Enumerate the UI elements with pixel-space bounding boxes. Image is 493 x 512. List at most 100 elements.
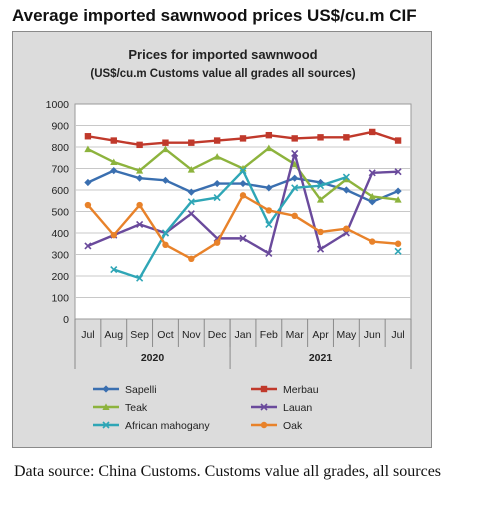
data-point-merbau — [394, 137, 402, 144]
data-point-african-mahogany — [161, 229, 170, 237]
data-point-oak — [162, 241, 169, 249]
data-point-african-mahogany — [239, 167, 247, 175]
data-point-teak — [161, 145, 170, 153]
legend-item-african-mahogany: African mahogany — [93, 420, 210, 432]
data-point-sapelli — [239, 179, 247, 188]
data-point-teak — [316, 196, 325, 203]
data-point-merbau — [369, 128, 376, 136]
data-point-sapelli — [342, 186, 350, 194]
data-point-lauan — [368, 169, 376, 177]
data-point-teak — [368, 192, 376, 200]
data-point-oak — [110, 231, 117, 239]
data-point-sapelli — [110, 167, 118, 175]
data-point-sapelli — [394, 187, 402, 195]
data-point-sapelli — [187, 188, 195, 196]
chart-frame: Prices for imported sawnwood (US$/cu.m C… — [12, 31, 432, 448]
series-lines — [84, 128, 402, 282]
legend-label: Teak — [125, 402, 148, 414]
x-axis-ticks: Jul Aug Sep Oct Nov Dec Jan Feb Mar Apr May Jun Jul 2… — [74, 319, 412, 369]
data-point-african-mahogany — [110, 265, 118, 274]
x-tick-label: Sep — [130, 329, 149, 341]
data-point-merbau — [291, 135, 298, 142]
x-tick-label: May — [336, 329, 357, 341]
legend-item-merbau: Merbau — [251, 384, 319, 396]
legend-marker — [102, 403, 110, 410]
data-point-oak — [265, 207, 273, 214]
y-tick-label: 700 — [51, 164, 69, 176]
series-oak — [84, 192, 402, 262]
x-tick-label: Apr — [312, 329, 329, 341]
data-point-sapelli — [213, 179, 221, 188]
y-tick-label: 200 — [51, 271, 69, 283]
legend-item-oak: Oak — [251, 420, 303, 432]
data-point-lauan — [316, 245, 325, 253]
legend-marker — [260, 421, 268, 429]
data-point-oak — [239, 192, 247, 199]
data-point-merbau — [84, 133, 92, 140]
legend-marker — [102, 385, 110, 393]
chart-subtitle: (US$/cu.m Customs value all grades all s… — [90, 68, 355, 80]
x-tick-label: Mar — [286, 329, 305, 341]
x-tick-label: Jul — [391, 329, 404, 341]
series-teak — [84, 144, 402, 203]
x-tick-label: Feb — [260, 329, 278, 341]
legend-label: Lauan — [283, 402, 312, 414]
series-line-african-mahogany — [113, 169, 347, 280]
data-point-teak — [187, 165, 195, 173]
y-tick-label: 1000 — [46, 99, 70, 111]
legend-marker — [260, 403, 268, 411]
data-point-teak — [110, 158, 118, 166]
data-point-sapelli — [368, 198, 376, 206]
series-merbau — [84, 128, 402, 149]
data-point-oak — [317, 228, 324, 236]
data-point-lauan — [394, 168, 402, 176]
data-point-lauan — [265, 249, 273, 257]
data-point-sapelli — [291, 174, 299, 182]
data-point-african-mahogany — [394, 247, 402, 255]
series-sapelli — [84, 167, 402, 206]
chart-title: Prices for imported sawnwood — [128, 47, 317, 62]
series-lauan — [84, 149, 402, 257]
data-point-teak — [84, 145, 92, 153]
y-axis-ticks: 0 100 200 300 400 500 600 700 800 900 1000 — [46, 99, 70, 326]
data-point-african-mahogany — [136, 274, 144, 282]
data-point-merbau — [343, 134, 350, 141]
legend-item-teak: Teak — [93, 402, 148, 414]
data-point-oak — [369, 238, 376, 245]
source-note: Data source: China Customs. Customs valu… — [14, 463, 442, 480]
legend-marker — [102, 421, 110, 429]
data-point-lauan — [187, 210, 195, 218]
data-point-oak — [343, 225, 350, 232]
data-point-oak — [188, 255, 195, 262]
data-point-merbau — [239, 135, 247, 142]
data-point-teak — [213, 153, 221, 160]
data-point-merbau — [188, 139, 195, 146]
data-point-sapelli — [161, 176, 170, 184]
data-point-lauan — [84, 242, 92, 250]
x-tick-label: Jan — [235, 329, 252, 341]
series-african-mahogany — [110, 167, 402, 282]
y-tick-label: 500 — [51, 207, 69, 219]
line-chart: Prices for imported sawnwood (US$/cu.m C… — [46, 47, 412, 432]
data-point-merbau — [317, 134, 324, 141]
x-tick-label: Aug — [104, 329, 123, 341]
y-tick-label: 300 — [51, 250, 69, 262]
data-point-lauan — [239, 234, 247, 242]
y-tick-label: 900 — [51, 121, 69, 133]
data-point-lauan — [291, 149, 299, 158]
data-point-teak — [265, 144, 273, 152]
y-tick-label: 800 — [51, 142, 69, 154]
data-point-oak — [84, 201, 92, 209]
legend-item-lauan: Lauan — [251, 402, 312, 414]
x-tick-label: Dec — [208, 329, 227, 341]
data-point-african-mahogany — [316, 182, 325, 190]
y-tick-label: 400 — [51, 228, 69, 240]
data-point-merbau — [110, 137, 117, 144]
year-label: 2021 — [309, 352, 333, 364]
y-tick-label: 600 — [51, 185, 69, 197]
x-tick-label: Jun — [364, 329, 381, 341]
legend-item-sapelli: Sapelli — [93, 384, 157, 396]
page-title: Average imported sawnwood prices US$/cu.… — [12, 6, 417, 25]
legend: Sapelli Merbau Teak Lauan African mahogany Oa… — [93, 384, 319, 432]
data-point-sapelli — [84, 178, 92, 187]
